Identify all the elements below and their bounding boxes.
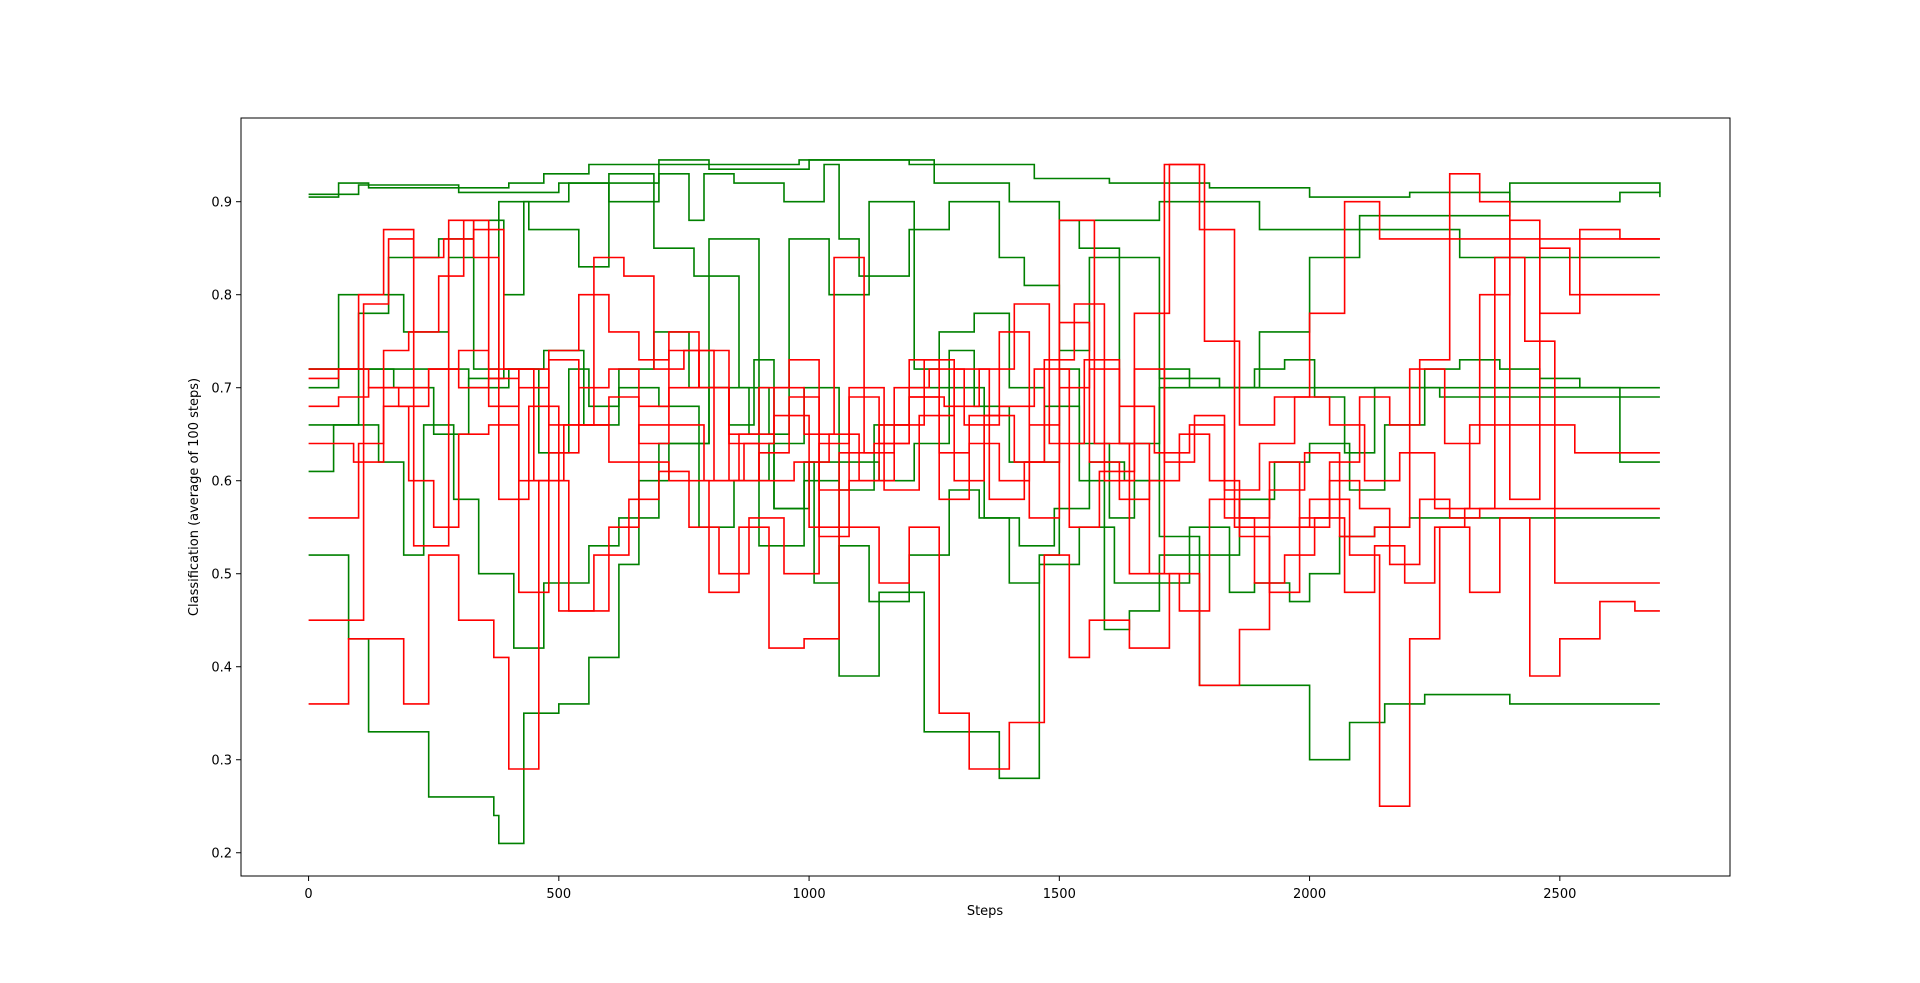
plot-frame	[240, 117, 1731, 877]
y-tick-label: 0.9	[211, 196, 232, 211]
x-axis-label: Steps	[967, 904, 1004, 919]
y-tick-label: 0.5	[211, 568, 232, 583]
y-tick-label: 0.6	[211, 475, 232, 490]
series-line-red-15	[308, 228, 1660, 594]
x-tick-label: 500	[546, 887, 571, 902]
x-tick-label: 2000	[1293, 887, 1326, 902]
y-tick-label: 0.7	[211, 382, 232, 397]
y-axis: 0.2 0.3 0.4 0.5 0.6 0.7 0.8 0.9	[211, 196, 241, 862]
series-line-red-13	[308, 321, 1660, 566]
y-tick-label: 0.4	[211, 661, 232, 676]
series-line-green-5	[308, 238, 1660, 780]
x-tick-label: 1000	[793, 887, 826, 902]
x-tick-label: 1500	[1043, 887, 1076, 902]
series-layer	[308, 159, 1661, 845]
series-line-green-3	[308, 163, 1660, 389]
series-line-green-6	[308, 386, 1660, 845]
series-line-green-1	[308, 159, 1661, 203]
x-tick-label: 2500	[1543, 887, 1576, 902]
y-tick-label: 0.3	[211, 754, 232, 769]
y-axis-label: Classification (average of 100 steps)	[187, 378, 202, 616]
y-tick-label: 0.8	[211, 289, 232, 304]
x-tick-label: 0	[304, 887, 312, 902]
series-line-red-9	[308, 461, 1660, 807]
series-line-green-2	[308, 159, 1661, 231]
x-axis: 0 500 1000 1500 2000 2500	[304, 876, 1576, 902]
y-tick-label: 0.2	[211, 847, 232, 862]
